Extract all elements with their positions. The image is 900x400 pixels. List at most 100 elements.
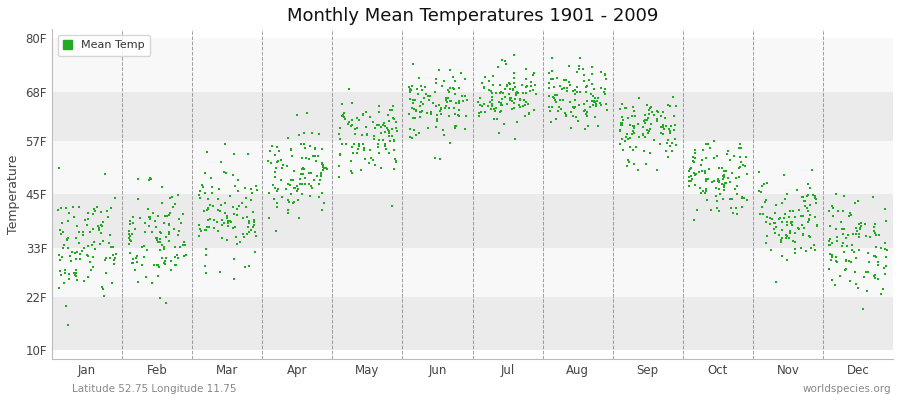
Point <box>662 126 676 132</box>
Point <box>807 241 822 248</box>
Point <box>264 160 278 166</box>
Point <box>407 106 421 112</box>
Point <box>779 235 794 241</box>
Point <box>785 218 799 225</box>
Point <box>876 286 890 292</box>
Point <box>562 82 577 88</box>
Point <box>755 204 770 210</box>
Point <box>698 189 712 196</box>
Point <box>225 204 239 210</box>
Point <box>172 216 186 222</box>
Point <box>406 100 420 106</box>
Point <box>769 224 783 230</box>
Point <box>698 178 713 184</box>
Point <box>775 252 789 259</box>
Point <box>734 194 749 200</box>
Point <box>556 97 571 104</box>
Point <box>91 222 105 229</box>
Point <box>287 185 302 191</box>
Point <box>800 193 814 199</box>
Point <box>438 95 453 102</box>
Point <box>835 208 850 214</box>
Point <box>215 216 230 223</box>
Point <box>337 110 351 116</box>
Point <box>809 196 824 202</box>
Point <box>196 184 211 190</box>
Point <box>728 186 742 192</box>
Point <box>687 170 701 176</box>
Point <box>281 135 295 142</box>
Point <box>389 118 403 125</box>
Point <box>829 254 843 260</box>
Point <box>642 111 656 117</box>
Point <box>151 262 166 268</box>
Point <box>409 108 423 114</box>
Point <box>867 273 881 279</box>
Point <box>598 86 612 92</box>
Point <box>501 80 516 86</box>
Point <box>704 206 718 213</box>
Point <box>598 89 612 96</box>
Point <box>613 128 627 134</box>
Point <box>637 148 652 154</box>
Point <box>586 98 600 105</box>
Point <box>123 232 138 239</box>
Point <box>720 150 734 157</box>
Point <box>421 93 436 100</box>
Point <box>584 64 598 70</box>
Point <box>572 66 587 73</box>
Point <box>409 107 423 114</box>
Point <box>106 257 121 263</box>
Point <box>284 182 298 188</box>
Point <box>752 211 767 218</box>
Bar <box>52 194 893 248</box>
Point <box>365 157 380 163</box>
Point <box>193 194 207 201</box>
Point <box>199 227 213 233</box>
Point <box>798 203 813 210</box>
Point <box>709 198 724 204</box>
Point <box>270 204 284 210</box>
Point <box>155 254 169 261</box>
Point <box>281 197 295 204</box>
Point <box>481 103 495 110</box>
Point <box>248 229 262 235</box>
Point <box>128 267 142 274</box>
Point <box>664 148 679 154</box>
Point <box>69 249 84 256</box>
Point <box>878 253 893 260</box>
Point <box>640 102 654 108</box>
Point <box>437 105 452 111</box>
Point <box>829 191 843 197</box>
Point <box>579 111 593 118</box>
Point <box>213 159 228 165</box>
Point <box>437 132 452 139</box>
Point <box>247 222 261 229</box>
Point <box>89 204 104 210</box>
Point <box>333 150 347 157</box>
Point <box>401 84 416 90</box>
Point <box>728 175 742 181</box>
Point <box>701 141 716 147</box>
Point <box>723 196 737 202</box>
Point <box>844 212 859 218</box>
Point <box>332 163 347 169</box>
Point <box>823 236 837 242</box>
Point <box>516 103 530 109</box>
Point <box>299 155 313 162</box>
Point <box>148 218 162 224</box>
Point <box>626 124 641 130</box>
Point <box>494 100 508 106</box>
Point <box>384 203 399 209</box>
Point <box>345 169 359 176</box>
Point <box>717 180 732 186</box>
Point <box>241 220 256 226</box>
Point <box>654 129 669 136</box>
Point <box>650 118 664 124</box>
Point <box>292 176 307 182</box>
Point <box>312 131 327 137</box>
Point <box>439 97 454 103</box>
Point <box>502 91 517 97</box>
Point <box>68 235 83 241</box>
Point <box>654 124 669 131</box>
